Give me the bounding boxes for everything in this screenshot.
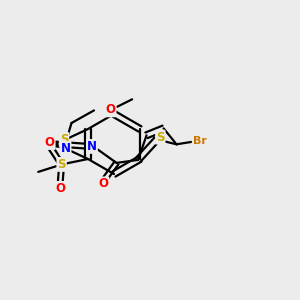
Text: S: S <box>60 133 68 146</box>
Text: S: S <box>156 130 165 144</box>
Text: O: O <box>106 103 116 116</box>
Text: O: O <box>98 177 108 190</box>
Text: S: S <box>57 158 66 171</box>
Text: N: N <box>61 142 70 155</box>
Text: Br: Br <box>193 136 207 146</box>
Text: O: O <box>45 136 55 149</box>
Text: O: O <box>55 182 65 195</box>
Text: N: N <box>87 140 97 153</box>
